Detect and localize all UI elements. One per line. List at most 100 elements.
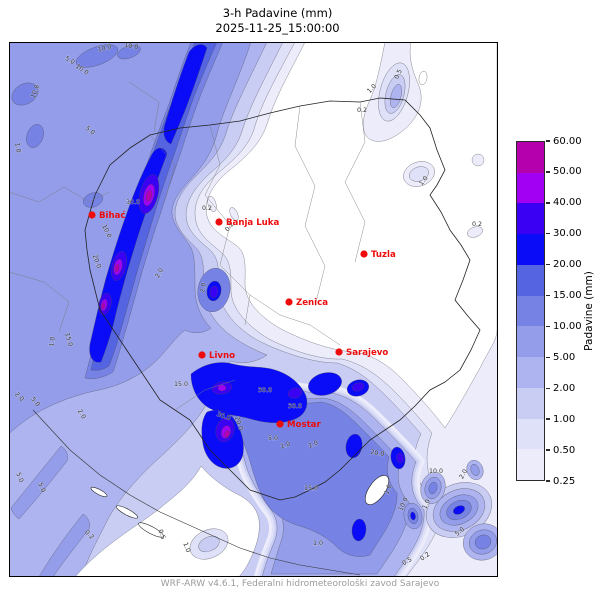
tick-label: 10.00 [553,320,582,332]
colorbar-tick: 60.00 [546,135,582,147]
tick-mark [546,202,550,204]
colorbar-tick: 20.00 [546,259,582,271]
tick-mark [546,418,550,420]
city-dot [276,420,284,428]
contour-label: 5.0 [14,472,24,484]
contour-label: 2.0 [199,282,208,293]
contour-label: 1.0 [384,484,394,496]
contour-label: 10.0 [97,43,112,53]
contour-label: 2.0 [154,267,165,279]
chart-title: 3-h Padavine (mm) [222,6,333,20]
contour-label: 0.2 [357,107,367,114]
colorbar-tick: 30.00 [546,228,582,240]
tick-mark [546,140,550,142]
contour-label: 30.0 [258,387,272,394]
tick-label: 20.00 [553,259,582,271]
contour-label: 5.0 [36,482,46,494]
contour-label: 1.0 [181,542,191,554]
title-block: 3-h Padavine (mm) 2025-11-25_15:00:00 [0,6,555,36]
tick-mark [546,356,550,359]
colorbar-segment [517,141,544,173]
colorbar-segment [517,449,544,480]
contour-label: 5.0 [64,55,76,66]
contour-label: 1.0 [48,336,57,347]
map-panel: 10.0 10.0 5.0 10.0 10.0 5.0 1.0 30.0 20.0 10.0 15.… [9,42,498,577]
tick-mark [546,232,550,235]
footer-credit: WRF-ARW v4.6.1, Federalni hidrometeorolo… [160,579,440,589]
colorbar-segment [517,264,544,296]
colorbar-tick: 1.00 [546,413,575,425]
contour-label: 2.0 [458,468,469,480]
contour-label: 15.0 [63,332,73,347]
colorbar-tick: 40.00 [546,197,582,209]
contour-fills [9,42,498,577]
city-markers: Bihać Banja Luka Tuzla Zenica Sarajevo Livno M… [88,210,396,430]
colorbar-tick: 10.00 [546,320,582,332]
tick-mark [546,449,550,451]
city-label: Tuzla [371,250,396,260]
city-label: Zenica [296,298,328,308]
contour-label: 20.0 [370,449,385,458]
city-label: Livno [209,351,235,361]
colorbar [516,141,545,481]
colorbar-tick: 0.50 [546,444,575,456]
contour-label: 30.0 [288,403,302,410]
city-dot [215,218,223,226]
city-label: Mostar [287,420,321,430]
colorbar-segment [517,418,544,450]
colorbar-tick: 5.00 [546,351,575,363]
colorbar-segment [517,295,544,327]
tick-label: 60.00 [553,135,582,147]
map-frame [9,42,498,577]
tick-label: 2.00 [553,382,576,394]
city-label: Banja Luka [226,218,280,228]
contour-label: 2.0 [280,441,292,451]
contour-label: 10.0 [429,468,443,475]
city-dot [360,250,368,258]
colorbar-ticks: 0.25 0.50 1.00 2.00 5.00 10.00 15.00 20.00 30.00… [546,136,600,487]
colorbar-segment [517,203,544,235]
city-dot [335,348,343,356]
colorbar-tick: 15.00 [546,290,582,302]
contour-label: 2.0 [307,439,319,450]
contour-label: 2.0 [76,408,87,420]
contour-label: 1.0 [313,540,323,547]
city-dot [88,211,96,219]
colorbar-segment [517,172,544,204]
tick-label: 40.00 [553,197,582,209]
contour-label: 0.5 [393,68,404,80]
chart-subtitle: 2025-11-25_15:00:00 [215,21,340,35]
tick-mark [546,263,550,266]
tick-label: 50.00 [553,166,582,178]
tick-mark [546,325,550,328]
contour-label: 1.0 [13,142,22,153]
tick-mark [546,294,550,297]
tick-mark [546,480,550,482]
tick-label: 0.50 [553,444,576,456]
city-dot [198,351,206,359]
tick-label: 5.00 [553,351,576,363]
city-label: Sarajevo [346,348,388,358]
contour-label: 5.0 [268,435,278,442]
contour-label: 0.5 [156,529,166,541]
contour-label: 0.2 [202,205,212,212]
colorbar-segment [517,234,544,265]
contour-label: 1.0 [421,498,432,510]
colorbar-axis-label: Padavine (mm) [583,271,595,351]
contour-label: 0.5 [401,556,413,567]
contour-label: 0.2 [472,221,482,228]
tick-mark [546,171,550,173]
city-dot [285,298,293,306]
tick-mark [546,387,550,390]
tick-label: 1.00 [553,413,576,425]
country-borders [9,81,481,576]
colorbar-segment [517,326,544,358]
city-label: Bihać [99,210,126,221]
colorbar-tick: 2.00 [546,382,575,394]
precipitation-map: 10.0 10.05.010.010.05.01.030.020.010.015.… [9,42,498,577]
tick-label: 0.25 [553,475,576,487]
tick-label: 30.00 [553,228,582,240]
contour-label: 15.0 [174,381,188,388]
contour-label: 15.0 [304,485,318,492]
